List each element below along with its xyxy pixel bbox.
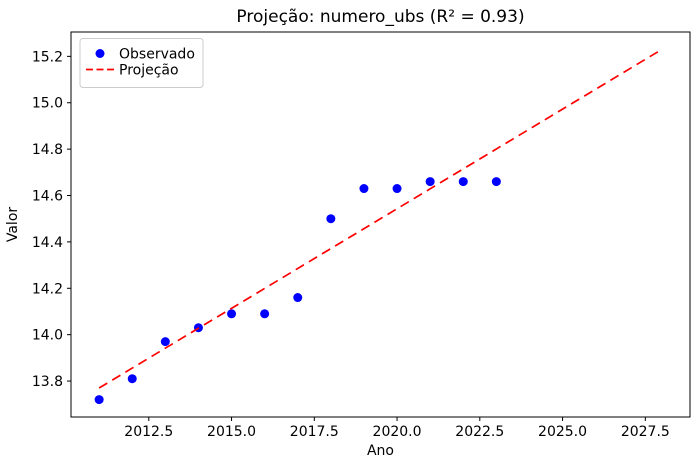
legend-observed-label: Observado bbox=[119, 47, 195, 63]
observed-point bbox=[160, 337, 170, 347]
x-tick-label: 2025.0 bbox=[538, 424, 587, 440]
x-tick-label: 2027.5 bbox=[621, 424, 670, 440]
y-tick-label: 13.8 bbox=[32, 374, 63, 390]
y-tick-label: 14.4 bbox=[32, 235, 63, 251]
observed-point bbox=[260, 309, 270, 319]
x-tick-label: 2020.0 bbox=[373, 424, 422, 440]
x-tick-label: 2015.0 bbox=[207, 424, 256, 440]
y-tick-label: 15.0 bbox=[32, 96, 63, 112]
observed-point bbox=[425, 177, 435, 187]
x-tick-label: 2012.5 bbox=[124, 424, 173, 440]
chart-title: Projeção: numero_ubs (R² = 0.93) bbox=[236, 7, 524, 27]
y-tick-label: 14.2 bbox=[32, 281, 63, 297]
observed-point bbox=[359, 184, 369, 194]
y-tick-label: 14.6 bbox=[32, 189, 63, 205]
plot-area: 2012.5 2015.0 2017.5 2020.0 2022.5 2025.0 2027… bbox=[32, 48, 670, 440]
legend-projection-label: Projeção bbox=[119, 63, 179, 79]
y-tick-label: 14.0 bbox=[32, 328, 63, 344]
observed-point bbox=[94, 395, 104, 405]
y-tick-label: 15.2 bbox=[32, 49, 63, 65]
legend-observed-marker-icon bbox=[95, 49, 105, 58]
y-tick-label: 14.8 bbox=[32, 142, 63, 158]
legend: Observado Projeção bbox=[79, 38, 204, 88]
observed-point bbox=[127, 374, 137, 384]
legend-box bbox=[79, 38, 204, 88]
plot-border bbox=[70, 31, 691, 418]
x-tick-label: 2017.5 bbox=[290, 424, 339, 440]
observed-point bbox=[227, 309, 237, 319]
observed-point bbox=[392, 184, 402, 194]
x-axis-label: Ano bbox=[367, 443, 394, 459]
observed-point bbox=[491, 177, 501, 187]
observed-point bbox=[458, 177, 468, 187]
projection-line bbox=[98, 48, 663, 389]
x-tick-label: 2022.5 bbox=[455, 424, 504, 440]
observed-point bbox=[293, 293, 303, 303]
observed-point bbox=[326, 214, 336, 224]
y-axis-label: Valor bbox=[5, 207, 21, 243]
